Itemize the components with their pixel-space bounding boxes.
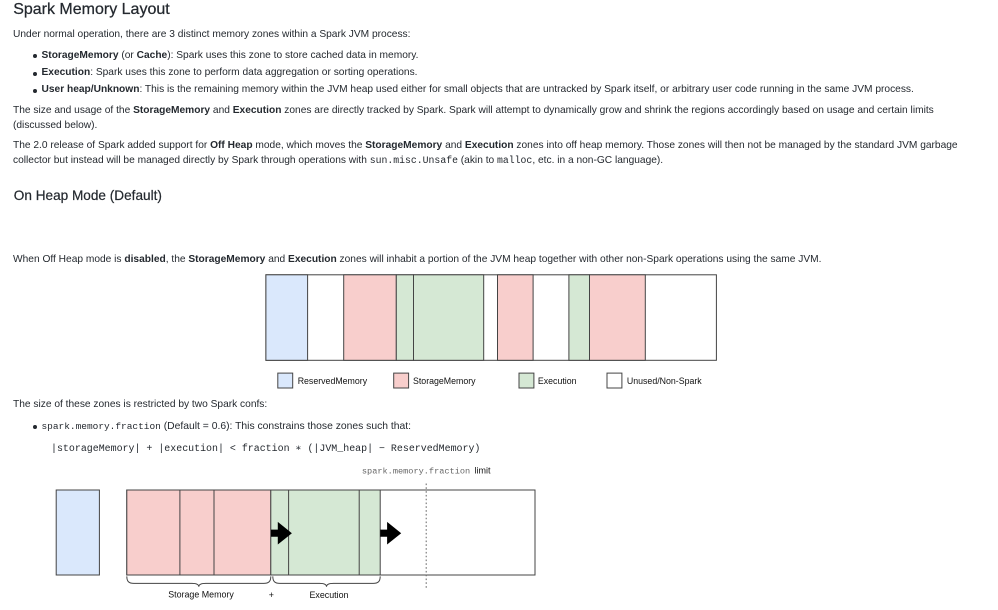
- svg-text:spark.memory.fraction: spark.memory.fraction: [362, 467, 470, 477]
- svg-text:ReservedMemory: ReservedMemory: [298, 376, 368, 386]
- svg-text:StorageMemory: StorageMemory: [413, 376, 476, 386]
- svg-text:Storage Memory: Storage Memory: [168, 590, 234, 600]
- svg-text:Unused/Non-Spark: Unused/Non-Spark: [627, 376, 702, 386]
- svg-text:Execution: Execution: [538, 376, 577, 386]
- svg-text:Execution: Execution: [310, 590, 349, 600]
- svg-text:limit: limit: [475, 466, 491, 476]
- svg-text:+: +: [269, 590, 274, 600]
